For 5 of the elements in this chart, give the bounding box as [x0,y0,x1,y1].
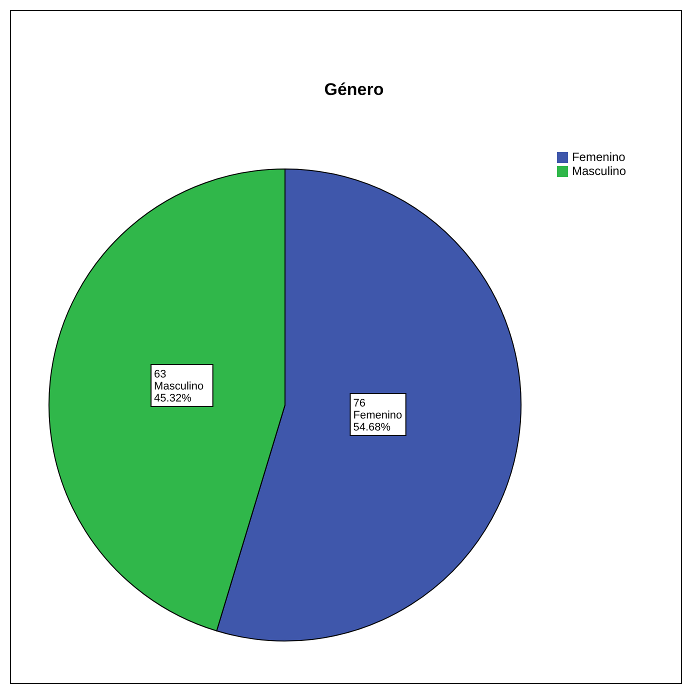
legend-label: Femenino [572,150,626,164]
legend-label: Masculino [572,164,626,178]
chart-title: Género [323,80,385,100]
data-label: 63 Masculino 45.32% [154,368,204,404]
data-label: 76 Femenino 54.68% [353,398,402,434]
